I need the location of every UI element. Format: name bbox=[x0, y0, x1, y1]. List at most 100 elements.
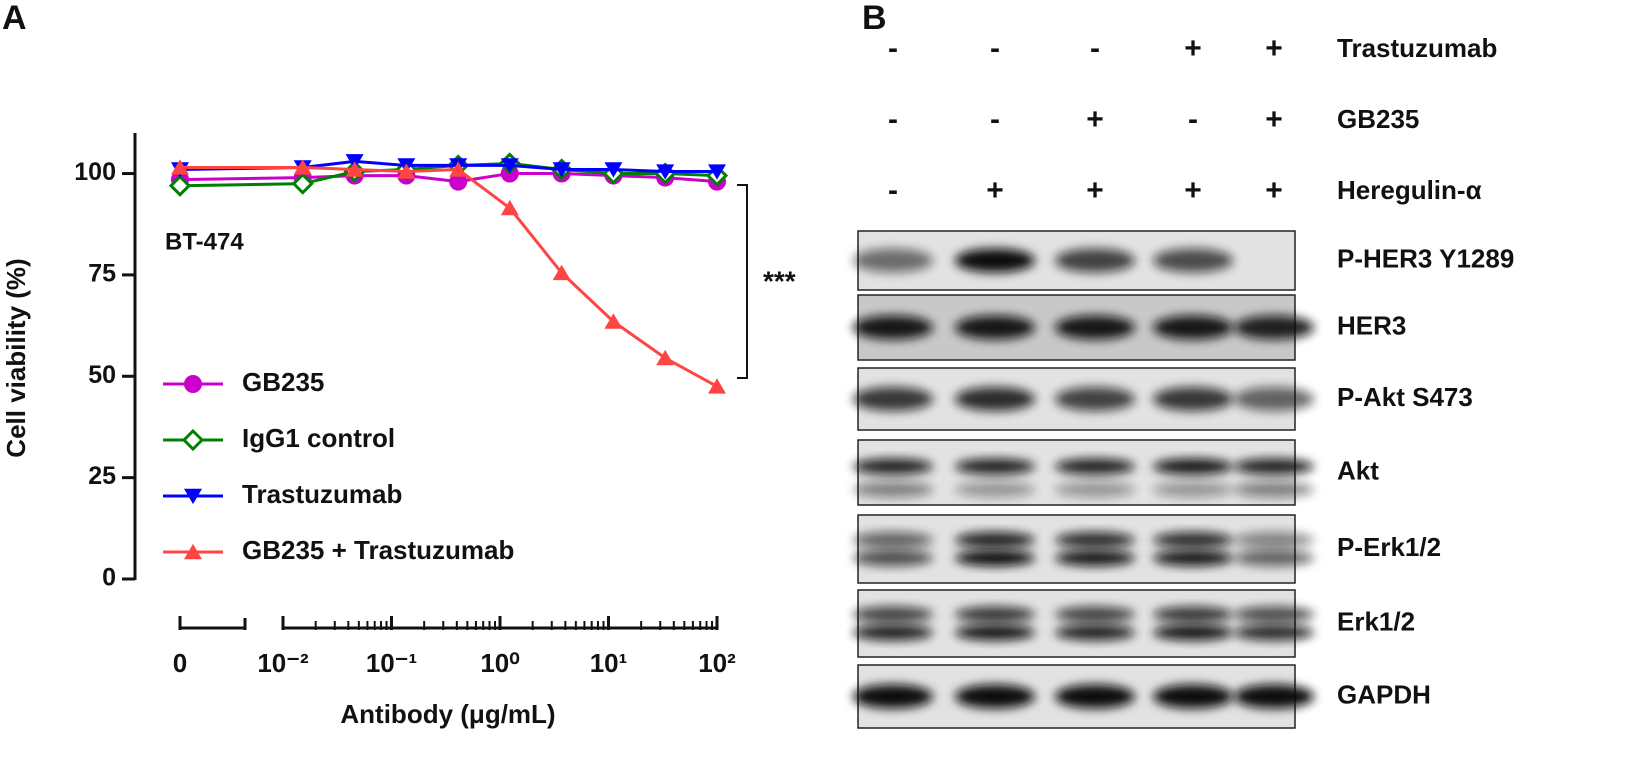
blot-strip bbox=[857, 589, 1296, 658]
blot-strip bbox=[857, 514, 1296, 584]
band bbox=[1234, 387, 1314, 411]
band bbox=[853, 458, 933, 475]
sign: - bbox=[888, 103, 898, 136]
band bbox=[1234, 315, 1314, 340]
sign: + bbox=[1265, 32, 1283, 65]
band-label: HER3 bbox=[1337, 310, 1406, 340]
band bbox=[1055, 315, 1135, 340]
y-tick-label: 75 bbox=[88, 260, 116, 288]
band bbox=[853, 550, 933, 566]
marker bbox=[345, 161, 364, 177]
band bbox=[955, 532, 1035, 548]
sign: + bbox=[1265, 103, 1283, 136]
marker bbox=[171, 159, 189, 175]
y-axis-label: Cell viability (%) bbox=[1, 258, 31, 457]
sign: - bbox=[990, 103, 1000, 136]
series-line bbox=[180, 165, 718, 388]
band bbox=[1153, 387, 1233, 411]
band bbox=[1153, 532, 1233, 548]
band bbox=[853, 684, 933, 709]
band bbox=[853, 315, 933, 340]
band bbox=[1055, 532, 1135, 548]
band bbox=[1234, 532, 1314, 548]
marker bbox=[181, 428, 205, 452]
condition-label: Heregulin-α bbox=[1337, 175, 1482, 205]
y-tick-label: 0 bbox=[102, 564, 116, 592]
y-tick-label: 50 bbox=[88, 361, 116, 389]
band bbox=[1234, 481, 1314, 498]
x-tick-label: 10⁻¹ bbox=[366, 648, 417, 678]
marker bbox=[708, 378, 726, 394]
band bbox=[1234, 550, 1314, 566]
marker bbox=[500, 158, 519, 174]
sign: + bbox=[1265, 174, 1283, 207]
band-label: Akt bbox=[1337, 455, 1379, 485]
marker bbox=[604, 162, 623, 178]
annotation: BT-474 bbox=[165, 228, 244, 255]
band bbox=[955, 624, 1035, 641]
band bbox=[853, 624, 933, 641]
marker bbox=[291, 172, 314, 195]
panel-label: A bbox=[2, 0, 27, 37]
x-tick-label: 10⁻² bbox=[257, 648, 309, 678]
marker bbox=[500, 199, 519, 216]
sign: + bbox=[1184, 32, 1202, 65]
marker bbox=[449, 172, 468, 191]
x-tick-label: 10² bbox=[698, 648, 736, 678]
marker bbox=[656, 349, 675, 366]
band bbox=[1153, 248, 1233, 273]
marker bbox=[656, 164, 675, 180]
x-axis-label: Antibody (μg/mL) bbox=[340, 699, 555, 729]
sign: + bbox=[1184, 174, 1202, 207]
x-tick-label: 0 bbox=[173, 648, 187, 678]
marker bbox=[184, 543, 202, 560]
band bbox=[1055, 684, 1135, 709]
marker bbox=[552, 264, 571, 281]
annotation: *** bbox=[763, 265, 796, 296]
marker bbox=[397, 163, 416, 179]
band bbox=[1055, 550, 1135, 566]
band bbox=[955, 387, 1035, 411]
band bbox=[955, 550, 1035, 566]
band bbox=[1055, 606, 1135, 623]
band bbox=[1055, 387, 1135, 411]
marker bbox=[293, 159, 312, 175]
legend-label: IgG1 control bbox=[242, 423, 395, 453]
legend-label: GB235 bbox=[242, 367, 324, 397]
sign: + bbox=[1086, 103, 1104, 136]
band bbox=[853, 387, 933, 411]
condition-label: GB235 bbox=[1337, 104, 1419, 134]
condition-label: Trastuzumab bbox=[1337, 33, 1497, 63]
band-label: Erk1/2 bbox=[1337, 606, 1415, 636]
sign: + bbox=[986, 174, 1004, 207]
band bbox=[1055, 481, 1135, 498]
legend-label: Trastuzumab bbox=[242, 479, 402, 509]
y-tick-label: 100 bbox=[74, 158, 116, 186]
band bbox=[1234, 684, 1314, 709]
band bbox=[1153, 624, 1233, 641]
marker bbox=[184, 375, 202, 393]
sign: - bbox=[1188, 103, 1198, 136]
sign: - bbox=[1090, 32, 1100, 65]
sign: - bbox=[990, 32, 1000, 65]
series-line bbox=[179, 159, 717, 174]
band bbox=[1153, 684, 1233, 709]
band bbox=[853, 606, 933, 623]
legend-label: GB235 + Trastuzumab bbox=[242, 535, 514, 565]
band bbox=[1153, 606, 1233, 623]
band-label: P-HER3 Y1289 bbox=[1337, 243, 1514, 273]
marker bbox=[449, 161, 468, 177]
band bbox=[955, 315, 1035, 340]
bracket bbox=[737, 184, 748, 379]
band bbox=[1153, 315, 1233, 340]
band bbox=[853, 248, 933, 273]
band-label: P-Erk1/2 bbox=[1337, 532, 1441, 562]
band bbox=[1234, 624, 1314, 641]
marker bbox=[708, 164, 726, 180]
band bbox=[1055, 458, 1135, 475]
band bbox=[955, 684, 1035, 709]
band bbox=[1153, 458, 1233, 475]
band bbox=[1234, 458, 1314, 475]
band bbox=[853, 532, 933, 548]
